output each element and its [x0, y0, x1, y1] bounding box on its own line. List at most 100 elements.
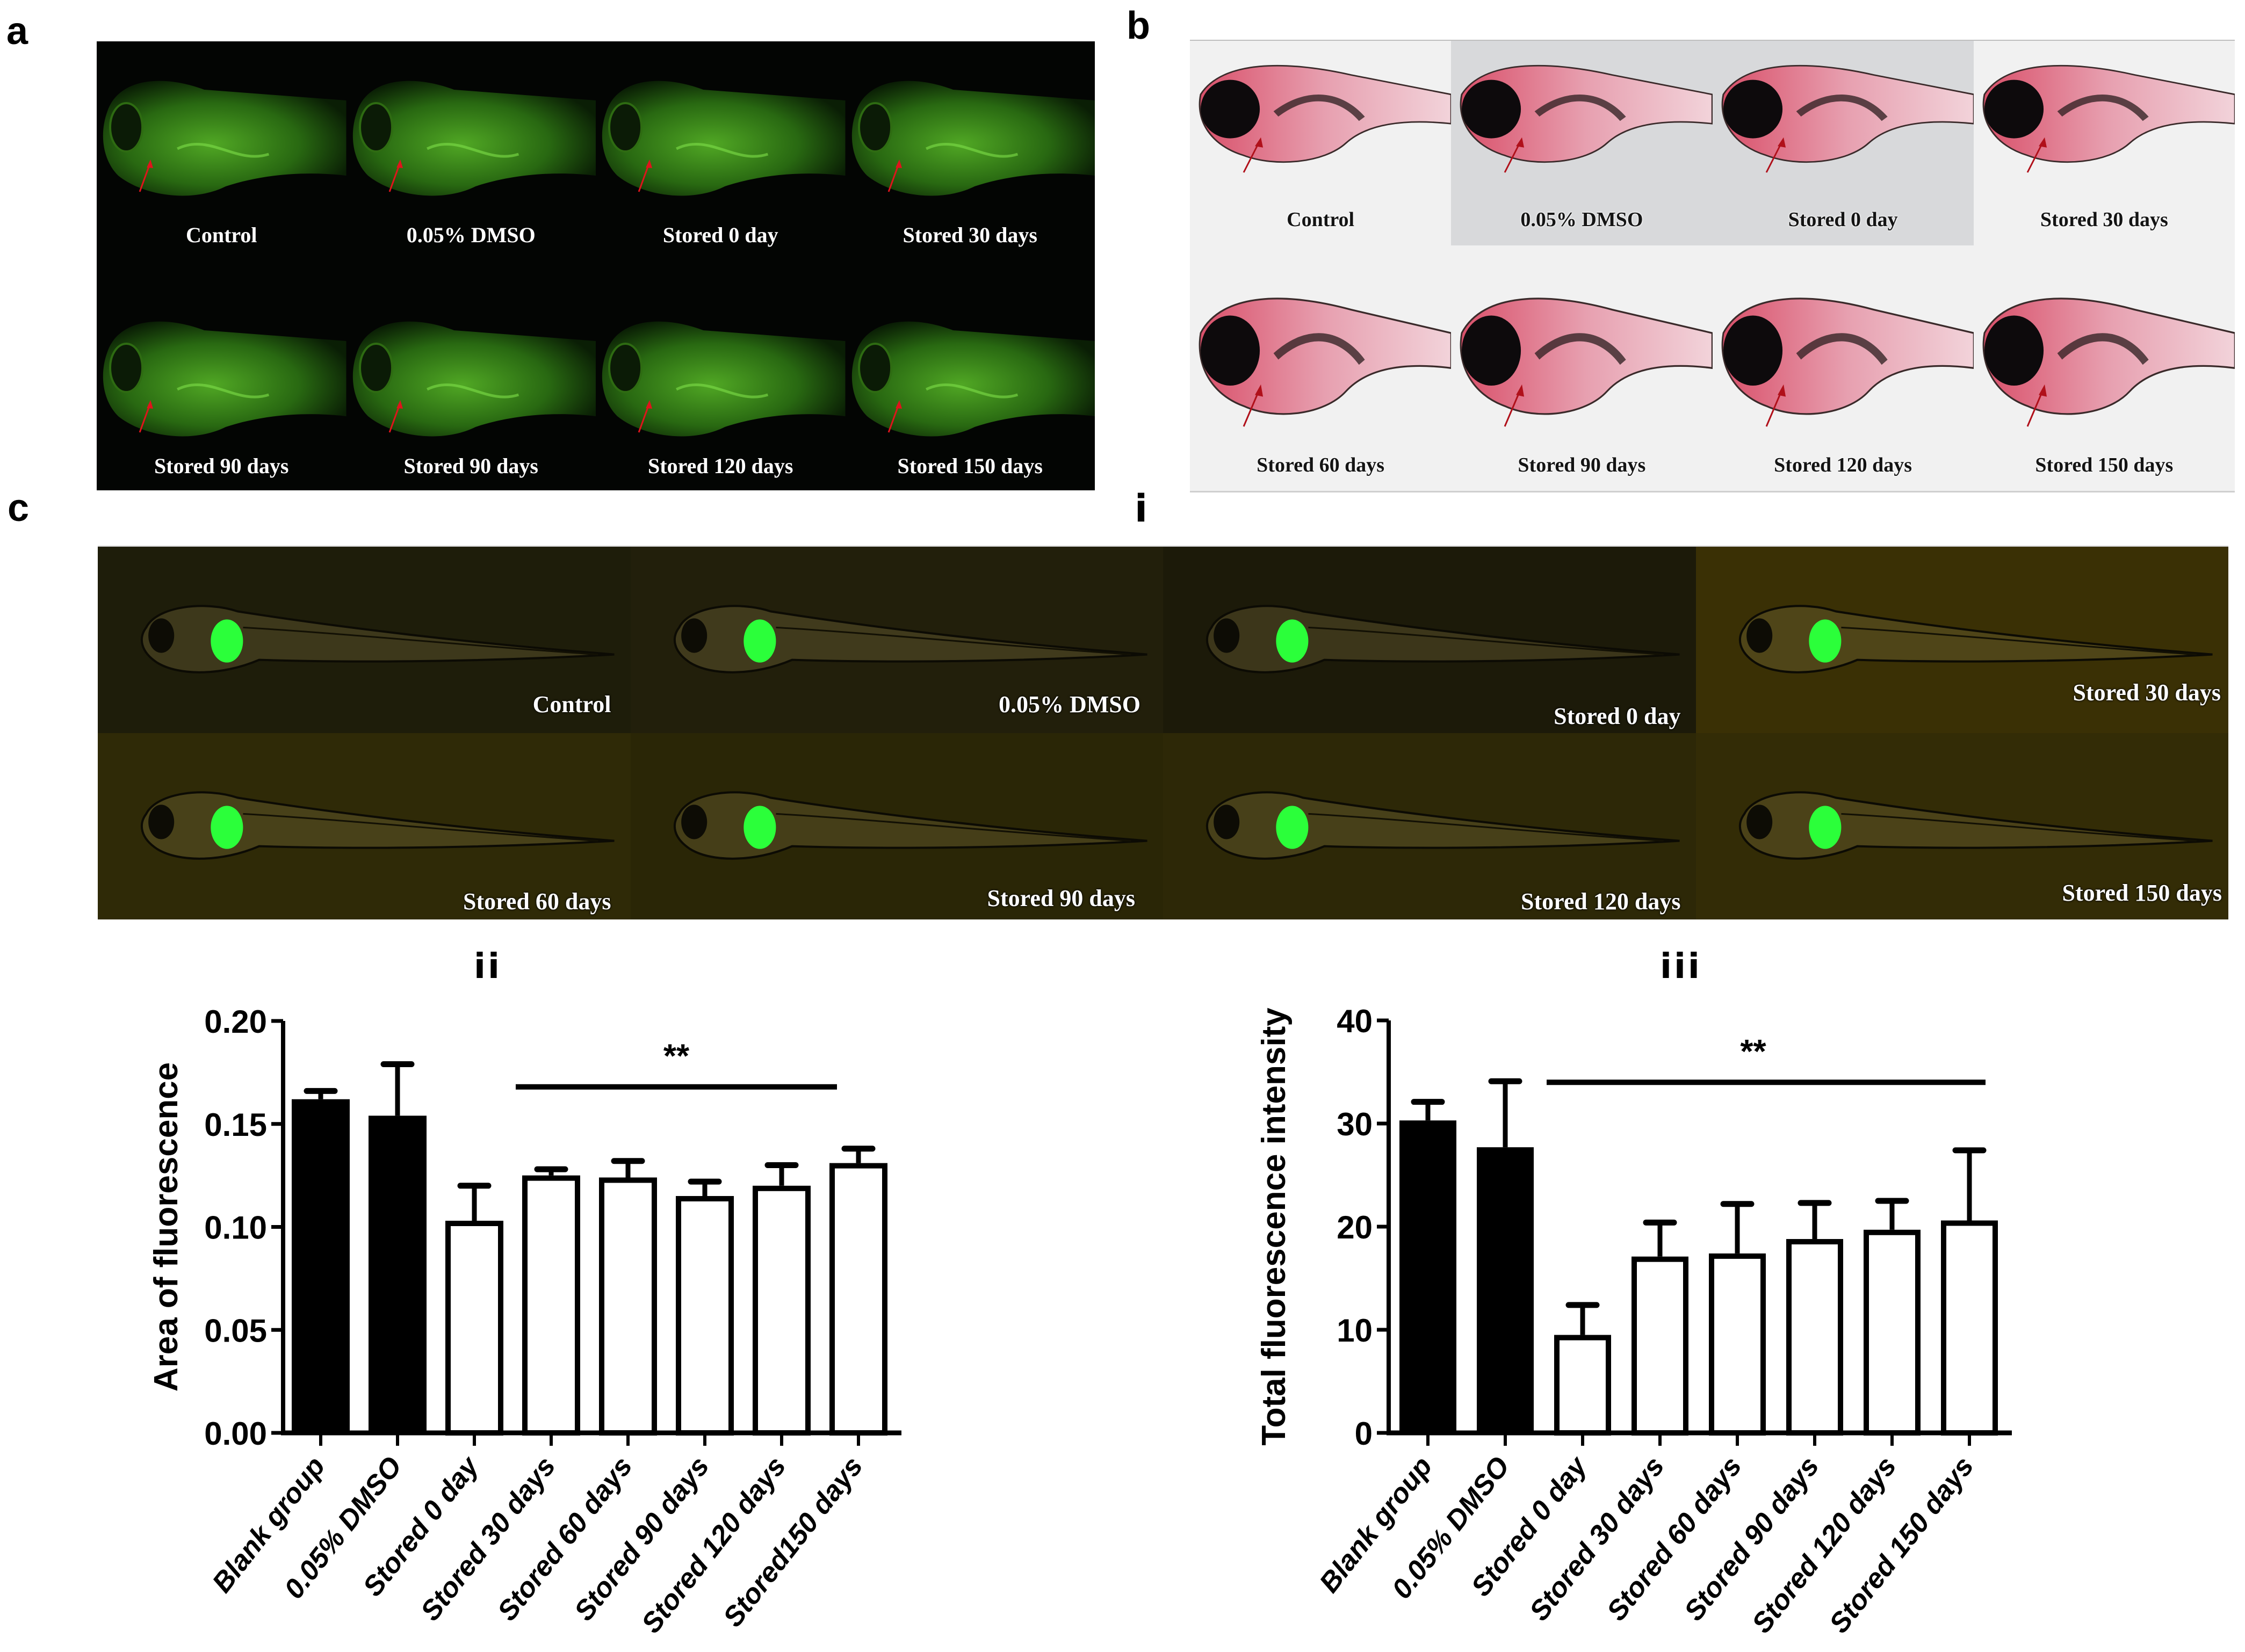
- chart-svg: 0.00 0.05 0.10 0.15 0.20 Area of fluorescence…: [148, 1004, 901, 1639]
- y-tick-label: 30: [1337, 1106, 1373, 1142]
- bar: [292, 1099, 350, 1433]
- panel-b-tile: Stored 90 days: [1451, 245, 1713, 491]
- panel-b-caption: Stored 60 days: [1257, 453, 1385, 476]
- x-tick-label: Stored150 days: [717, 1451, 869, 1633]
- panel-a-tile: 0.05% DMSO: [346, 41, 596, 266]
- panel-a-tile: Stored 150 days: [845, 266, 1095, 490]
- panel-c-tile: Stored 0 day: [1163, 547, 1696, 733]
- panel-a-caption: Stored 90 days: [403, 454, 538, 478]
- y-tick-label: 0.10: [204, 1210, 267, 1246]
- panel-b-caption: Stored 90 days: [1518, 453, 1646, 476]
- y-tick-label: 0.05: [204, 1313, 267, 1349]
- y-tick-label: 20: [1337, 1209, 1373, 1245]
- bar: [1786, 1239, 1843, 1436]
- zebrafish-head-stained-image: [1721, 298, 1974, 428]
- panel-b-tile: Stored 120 days: [1712, 245, 1974, 491]
- y-tick-label: 0: [1355, 1416, 1373, 1452]
- y-axis-label: Total fluorescence intensity: [1255, 1008, 1293, 1446]
- panel-a-caption: Stored 150 days: [897, 454, 1043, 478]
- bar: [1477, 1147, 1534, 1433]
- panel-a-fluorescence-grid: Control 0.05% DMSO Stored 0 day Stored 30 d…: [97, 41, 1095, 490]
- panel-b-caption: 0.05% DMSO: [1520, 208, 1643, 231]
- panel-c-caption: Stored 90 days: [987, 885, 1135, 911]
- x-tick-label: Stored 90 days: [568, 1451, 715, 1627]
- panel-b-tile: Stored 60 days: [1190, 245, 1452, 491]
- x-tick-label: Stored 120 days: [636, 1451, 792, 1639]
- zebrafish-head-fluorescence-image: [851, 321, 1095, 437]
- bar: [599, 1177, 657, 1436]
- x-tick-label: Stored 60 days: [1601, 1451, 1748, 1627]
- panel-b-caption: Stored 120 days: [1774, 453, 1912, 476]
- panel-c-tile: Stored 90 days: [630, 733, 1163, 919]
- panel-a-caption: Stored 30 days: [903, 223, 1037, 247]
- panel-c-tile: Control: [98, 547, 631, 733]
- panel-a-caption: 0.05% DMSO: [406, 223, 536, 247]
- y-axis-label: Area of fluorescence: [148, 1062, 185, 1392]
- bar-chart-area-of-fluorescence: 0.00 0.05 0.10 0.15 0.20 Area of fluorescence…: [134, 999, 940, 1649]
- panel-c-tile: Stored 30 days: [1695, 547, 2228, 733]
- zebrafish-head-fluorescence-image: [602, 321, 846, 437]
- x-tick-label: Stored 150 days: [1823, 1451, 1980, 1639]
- y-tick-label: 0.15: [204, 1107, 267, 1143]
- panel-b-tile: Stored 0 day: [1712, 41, 1974, 246]
- panel-c-whole-larvae-grid: Control 0.05% DMSO Stored 0 day Stored 30 d…: [98, 546, 2228, 919]
- zebrafish-larva-fluorescence-image: [1206, 605, 1680, 673]
- panel-a-caption: Stored 90 days: [154, 454, 289, 478]
- panel-b-caption: Stored 0 day: [1788, 208, 1898, 231]
- x-tick-label: Stored 120 days: [1746, 1451, 1902, 1639]
- zebrafish-head-stained-image: [1460, 298, 1713, 428]
- zebrafish-head-stained-image: [1199, 64, 1452, 173]
- panel-c-caption: Control: [532, 691, 611, 718]
- bar: [676, 1195, 734, 1436]
- panel-b-brightfield-grid: Control 0.05% DMSO Stored 0 day Stored 30 d…: [1190, 40, 2235, 492]
- bar: [1709, 1253, 1766, 1436]
- panel-a-caption: Control: [185, 223, 257, 247]
- zebrafish-head-stained-image: [1460, 64, 1713, 173]
- x-tick-label: Stored 30 days: [1524, 1451, 1670, 1627]
- bar: [1399, 1120, 1456, 1433]
- x-tick-label: Stored 60 days: [492, 1451, 638, 1627]
- zebrafish-head-stained-image: [1199, 298, 1452, 428]
- zebrafish-larva-fluorescence-image: [141, 605, 615, 673]
- panel-a-caption: Stored 120 days: [648, 454, 793, 478]
- panel-b-caption: Stored 30 days: [2040, 208, 2168, 231]
- significance-marker: **: [1740, 1033, 1766, 1070]
- significance-marker: **: [663, 1038, 690, 1075]
- panel-a-tile: Stored 0 day: [596, 41, 846, 266]
- zebrafish-head-fluorescence-image: [851, 81, 1095, 196]
- panel-c-caption: Stored 120 days: [1521, 888, 1681, 915]
- y-tick-label: 10: [1337, 1313, 1373, 1349]
- panel-b-tile: 0.05% DMSO: [1451, 41, 1713, 246]
- panel-c-caption: Stored 60 days: [463, 888, 611, 915]
- zebrafish-larva-fluorescence-image: [141, 791, 615, 860]
- bar: [1554, 1335, 1611, 1436]
- bar: [522, 1175, 580, 1436]
- zebrafish-head-stained-image: [1982, 64, 2235, 173]
- panel-c-tile: 0.05% DMSO: [630, 547, 1163, 733]
- panel-a-tile: Stored 30 days: [845, 41, 1095, 266]
- bar: [1941, 1220, 1998, 1436]
- zebrafish-larva-fluorescence-image: [673, 605, 1147, 673]
- subpanel-label-iii: iii: [1660, 947, 1702, 987]
- panel-label-c: c: [8, 487, 30, 530]
- panel-c-caption: Stored 0 day: [1554, 703, 1681, 729]
- panel-a-caption: Stored 0 day: [662, 223, 778, 247]
- panel-b-caption: Stored 150 days: [2035, 453, 2174, 476]
- zebrafish-larva-fluorescence-image: [1738, 605, 2213, 673]
- panel-label-b: b: [1127, 4, 1150, 47]
- zebrafish-head-fluorescence-image: [103, 321, 347, 437]
- y-tick-label: 0.20: [204, 1004, 267, 1040]
- y-tick-label: 40: [1337, 1003, 1373, 1039]
- panel-b-tile: Control: [1190, 41, 1452, 246]
- panel-a-tile: Stored 90 days: [346, 266, 596, 490]
- zebrafish-larva-fluorescence-image: [673, 791, 1147, 860]
- panel-a-tile: Stored 90 days: [97, 266, 347, 490]
- zebrafish-larva-fluorescence-image: [1738, 791, 2213, 860]
- panel-b-tile: Stored 30 days: [1973, 41, 2235, 246]
- panel-b-caption: Control: [1287, 208, 1355, 231]
- panel-c-caption: Stored 30 days: [2073, 679, 2221, 706]
- subpanel-label-i: i: [1135, 487, 1150, 531]
- panel-c-tile: Stored 60 days: [98, 733, 631, 919]
- panel-c-caption: 0.05% DMSO: [999, 691, 1140, 718]
